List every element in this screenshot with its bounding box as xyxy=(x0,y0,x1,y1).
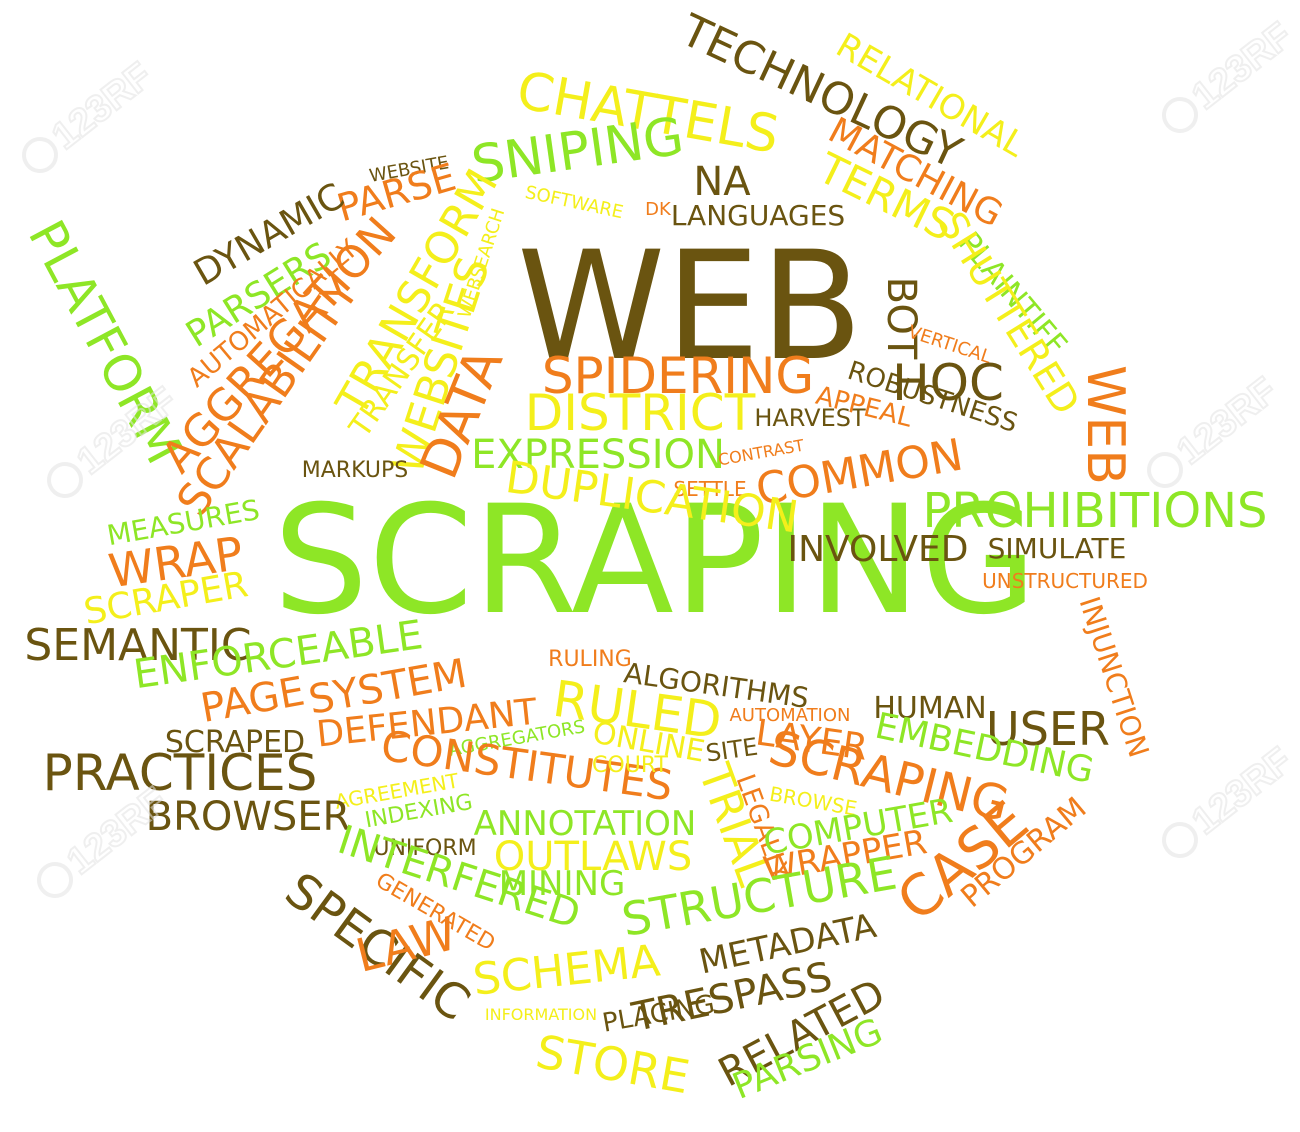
word-district-32: DISTRICT xyxy=(525,384,756,442)
word-browser-74: BROWSER xyxy=(146,794,351,840)
word-scraped-61: SCRAPED xyxy=(165,725,305,760)
word-settle-40: SETTLE xyxy=(673,477,746,501)
word-dk-12: DK xyxy=(645,199,672,220)
word-information-94: INFORMATION xyxy=(485,1005,597,1024)
word-na-7: NA xyxy=(693,159,751,205)
word-involved-44: INVOLVED xyxy=(787,529,968,570)
word-store-96: STORE xyxy=(532,1024,694,1104)
word-markups-36: MARKUPS xyxy=(302,458,409,483)
word-ruling-52: RULING xyxy=(548,647,632,672)
word-spidering-29: SPIDERING xyxy=(542,347,814,405)
word-unstructured-47: UNSTRUCTURED xyxy=(982,569,1148,593)
word-simulate-45: SIMULATE xyxy=(988,532,1127,565)
word-bot-23: BOT xyxy=(878,277,924,360)
word-uniform-80: UNIFORM xyxy=(373,836,476,861)
word-annotation-76: ANNOTATION xyxy=(474,804,697,844)
word-user-60: USER xyxy=(986,702,1110,756)
word-harvest-33: HARVEST xyxy=(754,404,866,432)
word-court-69: COURT xyxy=(592,753,668,778)
word-scraping-1: SCRAPING xyxy=(273,474,1037,648)
word-human-59: HUMAN xyxy=(873,691,986,726)
word-software-11: SOFTWARE xyxy=(523,182,625,223)
word-practices-67: PRACTICES xyxy=(43,744,318,802)
word-hoc-30: HOC xyxy=(892,354,1004,412)
word-outlaws-81: OUTLAWS xyxy=(494,834,693,880)
word-semantic-49: SEMANTIC xyxy=(24,620,251,671)
word-automation-58: AUTOMATION xyxy=(729,705,850,726)
word-mining-85: MINING xyxy=(499,864,626,904)
word-web-0: WEB xyxy=(517,220,863,394)
word-prohibitions-42: PROHIBITIONS xyxy=(922,483,1267,539)
word-expression-37: EXPRESSION xyxy=(471,432,725,478)
word-web-35: WEB xyxy=(1075,365,1135,485)
word-languages-13: LANGUAGES xyxy=(671,199,845,232)
